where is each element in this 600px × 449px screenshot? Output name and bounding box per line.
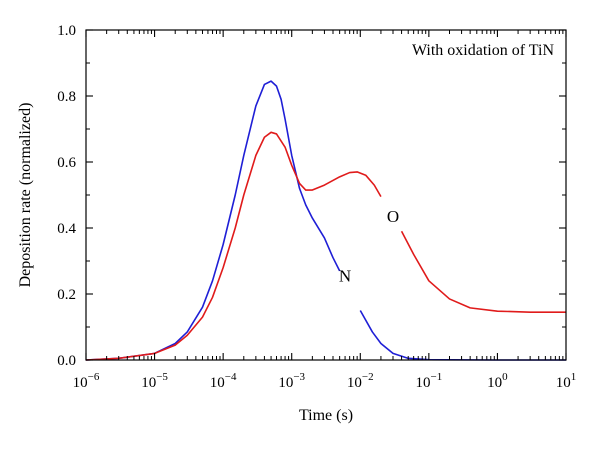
y-tick-label: 0.8 bbox=[57, 89, 76, 105]
x-tick-exponent: −4 bbox=[225, 371, 237, 383]
x-tick-exponent: −1 bbox=[430, 371, 442, 383]
series-line-O bbox=[400, 230, 566, 313]
chart-annotation: With oxidation of TiN bbox=[412, 42, 554, 59]
x-tick-base: 10 bbox=[210, 375, 225, 391]
x-tick-label: 101 bbox=[556, 371, 577, 391]
series-label-O: O bbox=[387, 207, 399, 226]
x-tick-label: 10−3 bbox=[278, 371, 305, 391]
series-line-N bbox=[85, 80, 341, 361]
y-tick-label: 1.0 bbox=[57, 23, 76, 39]
series-label-N: N bbox=[339, 266, 351, 285]
x-tick-exponent: −6 bbox=[88, 371, 100, 383]
ticks-layer bbox=[85, 29, 567, 361]
y-tick-label: 0.6 bbox=[57, 155, 76, 171]
x-tick-exponent: 1 bbox=[571, 371, 577, 383]
x-tick-base: 10 bbox=[415, 375, 430, 391]
x-tick-base: 10 bbox=[556, 375, 571, 391]
x-tick-base: 10 bbox=[278, 375, 293, 391]
y-axis-title: Deposition rate (normalized) bbox=[17, 103, 34, 288]
series-line-N bbox=[359, 310, 566, 361]
x-tick-base: 10 bbox=[347, 375, 362, 391]
y-tick-label: 0.0 bbox=[57, 353, 76, 369]
x-tick-label: 10−4 bbox=[210, 371, 237, 391]
x-tick-label: 10−6 bbox=[73, 371, 100, 391]
x-tick-exponent: −2 bbox=[362, 371, 374, 383]
x-tick-base: 10 bbox=[141, 375, 156, 391]
y-tick-label: 0.2 bbox=[57, 287, 76, 303]
series-line-O bbox=[85, 131, 382, 361]
x-tick-base: 10 bbox=[487, 375, 502, 391]
x-tick-exponent: 0 bbox=[502, 371, 508, 383]
x-tick-exponent: −5 bbox=[156, 371, 168, 383]
x-axis-title: Time (s) bbox=[299, 407, 353, 424]
labels-layer: 10−6 10−5 10−4 10−3 10−2 10−1 100 1010.00.20.40… bbox=[57, 23, 576, 391]
x-tick-label: 10−1 bbox=[415, 371, 442, 391]
x-tick-label: 10−2 bbox=[347, 371, 374, 391]
y-tick-label: 0.4 bbox=[57, 221, 76, 237]
x-tick-base: 10 bbox=[73, 375, 88, 391]
x-tick-exponent: −3 bbox=[293, 371, 305, 383]
x-tick-label: 10−5 bbox=[141, 371, 168, 391]
x-tick-label: 100 bbox=[487, 371, 508, 391]
series-layer bbox=[85, 80, 566, 361]
